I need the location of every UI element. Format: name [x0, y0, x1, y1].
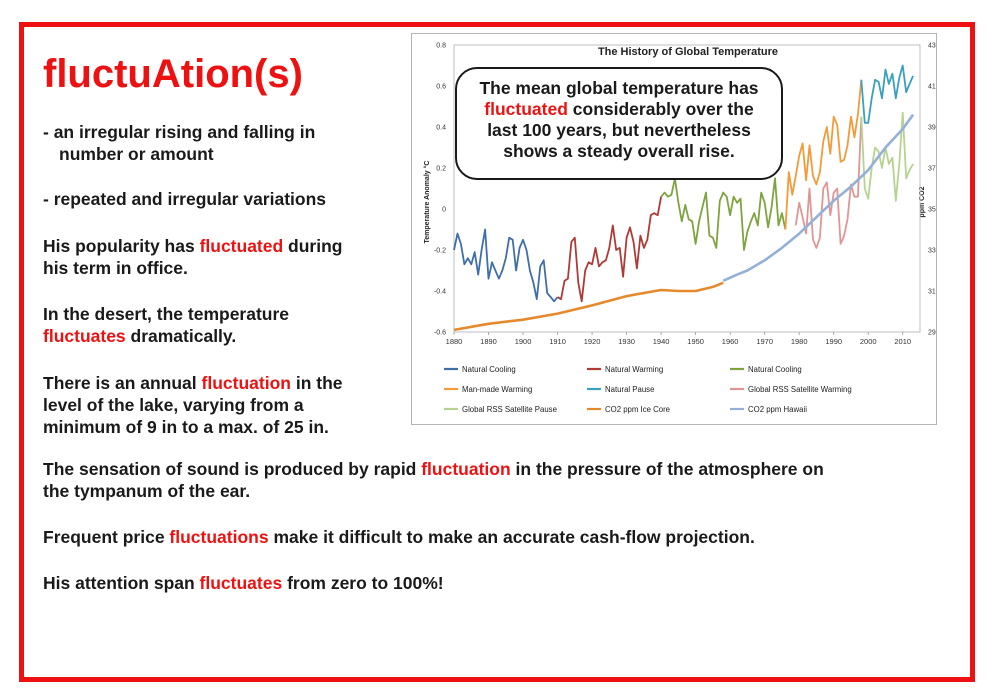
definition-1: - an irregular rising and falling in num…: [43, 122, 316, 164]
x-tick-label: 1960: [722, 337, 739, 346]
slide-border: [19, 22, 975, 682]
y-tick-label: 0.2: [436, 166, 446, 173]
highlight-word: fluctuation: [421, 459, 511, 479]
x-tick-label: 1880: [446, 337, 463, 346]
legend-label: CO2 ppm Ice Core: [605, 405, 670, 414]
y2-tick-label: 390: [928, 125, 936, 132]
series-line-co2-ppm-ice-core: [453, 281, 724, 332]
legend-label: Global RSS Satellite Warming: [748, 385, 852, 394]
series-line-natural-cooling: [660, 177, 787, 251]
legend-label: Natural Cooling: [462, 365, 516, 374]
x-tick-label: 1990: [825, 337, 842, 346]
x-tick-label: 1890: [480, 337, 497, 346]
y-tick-label: 0.4: [436, 125, 446, 132]
y2-tick-label: 370: [928, 166, 936, 173]
y-axis-label: Temperature Anomaly °C: [423, 161, 431, 244]
x-tick-label: 1920: [584, 337, 601, 346]
y2-tick-label: 350: [928, 207, 936, 214]
temperature-chart: The History of Global Temperature Temper…: [423, 43, 940, 414]
x-tick-label: 1930: [618, 337, 635, 346]
highlight-word: fluctuated: [484, 99, 568, 119]
x-tick-label: 1950: [687, 337, 704, 346]
series-line-natural-warming: [557, 196, 662, 303]
series-line-natural-pause: [860, 64, 914, 124]
y2-tick-label: 310: [928, 289, 936, 296]
series-line-natural-cooling: [453, 228, 559, 303]
y2-tick-label: 330: [928, 248, 936, 255]
x-tick-label: 1910: [549, 337, 566, 346]
y2-axis-label: ppm CO2: [919, 186, 926, 217]
y2-tick-label: 410: [928, 84, 936, 91]
x-tick-label: 1970: [756, 337, 773, 346]
callout-box: The mean global temperature has fluctuat…: [455, 67, 783, 180]
legend-label: Natural Cooling: [748, 365, 802, 374]
legend-label: Man-made Warming: [462, 385, 532, 394]
y-tick-label: -0.6: [434, 330, 446, 337]
legend-label: Natural Pause: [605, 385, 654, 394]
highlight-word: fluctuation: [201, 373, 291, 393]
legend-label: Global RSS Satellite Pause: [462, 405, 557, 414]
legend-label: Natural Warming: [605, 365, 663, 374]
y-tick-label: 0: [442, 207, 446, 214]
series-line-man-made-warming: [784, 79, 863, 230]
y2-tick-label: 290: [928, 330, 936, 337]
x-tick-label: 1980: [791, 337, 808, 346]
y-tick-label: -0.4: [434, 289, 446, 296]
example-sentence-1: His popularity has fluctuated during his…: [43, 236, 343, 278]
definition-2: - repeated and irregular variations: [43, 189, 327, 209]
series-line-global-rss-satellite-pause: [860, 111, 914, 202]
y-tick-label: 0.8: [436, 43, 446, 50]
x-tick-label: 2010: [894, 337, 911, 346]
highlight-word: fluctuates: [199, 573, 283, 593]
example-sentence-6: His attention span fluctuates from zero …: [43, 573, 444, 593]
series-line-co2-ppm-hawaii: [722, 113, 915, 282]
legend-label: CO2 ppm Hawaii: [748, 405, 807, 414]
highlight-word: fluctuated: [199, 236, 284, 256]
page-title: fluctuAtion(s): [43, 52, 303, 96]
example-sentence-4: The sensation of sound is produced by ra…: [43, 459, 824, 501]
y-tick-label: 0.6: [436, 84, 446, 91]
highlight-word: fluctuates: [43, 326, 126, 346]
chart-title: The History of Global Temperature: [598, 46, 778, 58]
x-tick-label: 2000: [860, 337, 877, 346]
y2-tick-label: 430: [928, 43, 936, 50]
y-tick-label: -0.2: [434, 248, 446, 255]
x-tick-label: 1900: [515, 337, 532, 346]
example-sentence-3: There is an annual fluctuation in the le…: [43, 373, 343, 437]
plot-area: [453, 44, 921, 333]
x-tick-label: 1940: [653, 337, 670, 346]
highlight-word: fluctuations: [169, 527, 269, 547]
example-sentence-2: In the desert, the temperature fluctuate…: [43, 304, 290, 346]
example-sentence-5: Frequent price fluctuations make it diff…: [43, 527, 755, 547]
